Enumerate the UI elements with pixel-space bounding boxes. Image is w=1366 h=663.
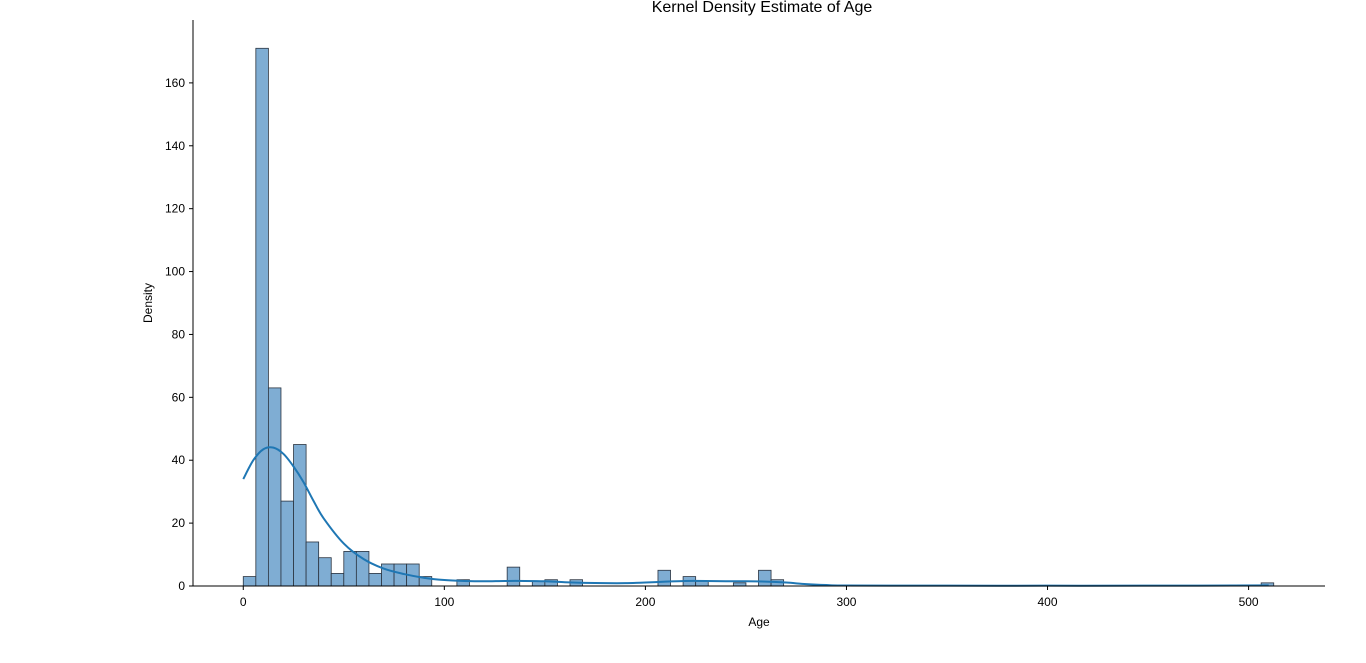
- chart-title: Kernel Density Estimate of Age: [652, 0, 873, 16]
- y-tick-label: 0: [178, 579, 185, 593]
- histogram-bar: [280, 500, 294, 587]
- histogram-bar: [368, 573, 382, 587]
- histogram-bar: [255, 47, 269, 587]
- histogram-bar: [657, 569, 671, 587]
- histogram-bar: [242, 576, 257, 587]
- y-axis-title: Density: [141, 283, 155, 323]
- y-tick-label: 80: [172, 327, 186, 341]
- histogram-bar: [305, 541, 320, 587]
- histogram-bar: [695, 580, 709, 587]
- histogram-bar: [343, 551, 357, 587]
- x-tick-label: 200: [635, 595, 655, 609]
- histogram-bar: [758, 569, 772, 587]
- x-tick-label: 400: [1038, 595, 1058, 609]
- y-tick-label: 120: [165, 202, 185, 216]
- histogram-bar: [330, 573, 345, 587]
- histogram-bar: [318, 557, 332, 587]
- kde-curve: [242, 446, 1269, 587]
- x-tick-label: 0: [240, 595, 247, 609]
- y-tick-label: 20: [172, 516, 186, 530]
- histogram-bar: [267, 387, 282, 587]
- y-tick-label: 60: [172, 390, 186, 404]
- y-tick-label: 160: [165, 76, 185, 90]
- y-tick-label: 40: [172, 453, 186, 467]
- histogram-bar: [381, 563, 395, 587]
- x-axis-ticks: 0 100 200 300 400 500: [240, 586, 1259, 609]
- y-tick-label: 140: [165, 139, 185, 153]
- y-tick-label: 100: [165, 265, 185, 279]
- x-tick-label: 500: [1239, 595, 1259, 609]
- histogram-bar: [506, 566, 521, 587]
- x-axis-title: Age: [748, 615, 770, 629]
- x-tick-label: 100: [434, 595, 454, 609]
- histogram-bar: [293, 444, 307, 587]
- histogram-bars: [242, 47, 1275, 587]
- x-tick-label: 300: [836, 595, 856, 609]
- y-axis-ticks: 0 20 40 60 80 100 120 140 160: [165, 76, 193, 593]
